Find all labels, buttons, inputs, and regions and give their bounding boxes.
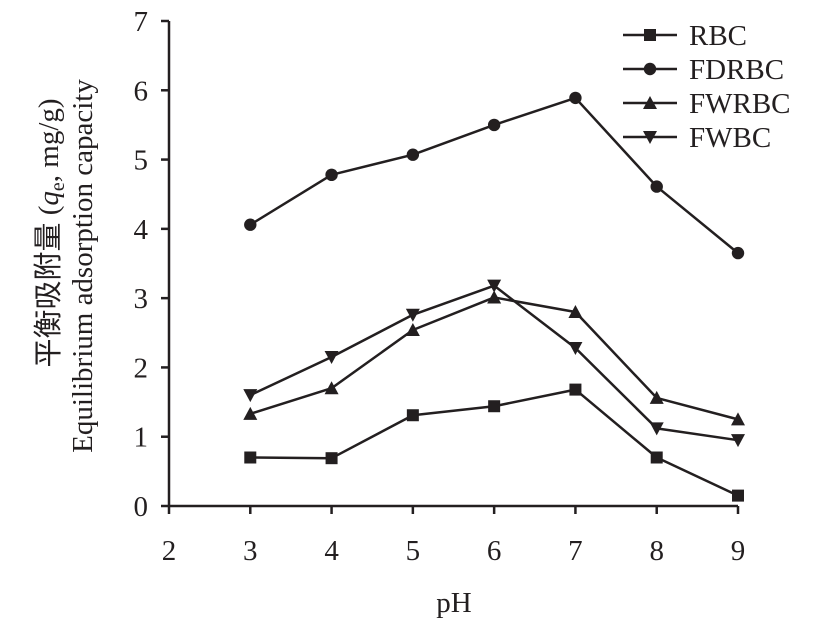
y-axis-title-cn-text: 平衡吸附量 ( <box>32 206 65 368</box>
data-point-fwbc <box>649 422 664 436</box>
legend-label-rbc: RBC <box>689 20 747 52</box>
data-point-fwbc <box>324 351 339 365</box>
y-axis-title-q: q <box>33 191 65 206</box>
legend-marker-fdrbc <box>643 62 657 76</box>
legend-marker-fwbc <box>643 131 657 144</box>
y-axis-title-unit: , mg/g) <box>33 98 65 182</box>
y-tick-label: 3 <box>134 283 149 315</box>
x-tick-label: 2 <box>162 535 177 567</box>
y-tick-label: 6 <box>134 75 149 107</box>
series-line-fwbc <box>249 284 739 442</box>
x-axis-ticks: 2 3 4 5 6 7 8 9 <box>162 506 746 567</box>
data-point-fwrbc <box>649 390 664 404</box>
data-point-fdrbc <box>731 246 745 260</box>
series-layer <box>243 91 745 502</box>
legend-item-fwrbc: FWRBC <box>623 88 791 120</box>
data-point-rbc <box>406 409 419 422</box>
data-point-fwbc <box>243 389 258 403</box>
x-axis-title: pH <box>436 587 472 619</box>
x-tick-label: 4 <box>324 535 339 567</box>
y-tick-label: 0 <box>134 491 149 523</box>
y-tick-label: 4 <box>134 214 149 246</box>
x-tick-label: 8 <box>649 535 664 567</box>
data-point-rbc <box>244 451 257 464</box>
data-point-fwrbc <box>731 412 745 426</box>
series-fdrbc <box>244 91 745 260</box>
data-point-fwrbc <box>405 323 420 337</box>
y-tick-label: 1 <box>134 422 149 454</box>
y-axis-title-sub: e <box>47 182 69 191</box>
data-point-fwrbc <box>243 406 258 420</box>
data-point-fwbc <box>568 342 583 356</box>
y-axis-ticks: 0 1 2 3 4 5 6 7 <box>134 6 169 523</box>
data-point-fwrbc <box>324 381 339 395</box>
data-point-fdrbc <box>244 218 257 231</box>
data-point-rbc <box>325 452 338 465</box>
data-point-fwbc <box>405 308 420 322</box>
data-point-fdrbc <box>487 118 501 132</box>
data-point-fwrbc <box>568 305 583 318</box>
y-tick-label: 7 <box>134 6 149 38</box>
y-tick-label: 2 <box>134 352 149 384</box>
data-point-fdrbc <box>406 148 420 161</box>
x-tick-label: 6 <box>487 535 502 567</box>
legend-marker-rbc <box>644 29 656 41</box>
series-fwrbc <box>243 290 745 426</box>
legend-label-fdrbc: FDRBC <box>689 54 784 86</box>
data-point-rbc <box>569 383 582 396</box>
x-tick-label: 5 <box>406 535 421 567</box>
legend-item-fwbc: FWBC <box>623 122 771 154</box>
legend-label-fwrbc: FWRBC <box>689 88 791 120</box>
legend-item-rbc: RBC <box>623 20 747 52</box>
x-tick-label: 9 <box>731 535 746 567</box>
data-point-fwrbc <box>487 290 502 304</box>
data-point-fdrbc <box>325 168 338 182</box>
data-point-fdrbc <box>650 180 663 193</box>
data-point-rbc <box>488 400 501 413</box>
x-tick-label: 3 <box>243 535 258 567</box>
data-point-fdrbc <box>569 91 582 105</box>
data-point-rbc <box>650 451 663 464</box>
legend-label-fwbc: FWBC <box>689 122 771 154</box>
y-axis-title-en: Equilibrium adsorption capacity <box>67 79 99 453</box>
data-point-rbc <box>732 489 744 502</box>
legend-item-fdrbc: FDRBC <box>623 54 784 86</box>
series-rbc <box>244 383 744 502</box>
data-point-fwbc <box>487 279 502 293</box>
data-point-fwbc <box>731 434 745 448</box>
series-fwbc <box>243 279 745 448</box>
plot-area: 2 3 4 5 6 7 8 9 0 1 2 3 4 5 6 7 <box>134 6 746 567</box>
legend-marker-fwrbc <box>643 96 657 109</box>
x-tick-label: 7 <box>568 535 583 567</box>
y-tick-label: 5 <box>134 145 149 177</box>
y-axis-title-cn: 平衡吸附量 (qe, mg/g) <box>32 98 69 367</box>
